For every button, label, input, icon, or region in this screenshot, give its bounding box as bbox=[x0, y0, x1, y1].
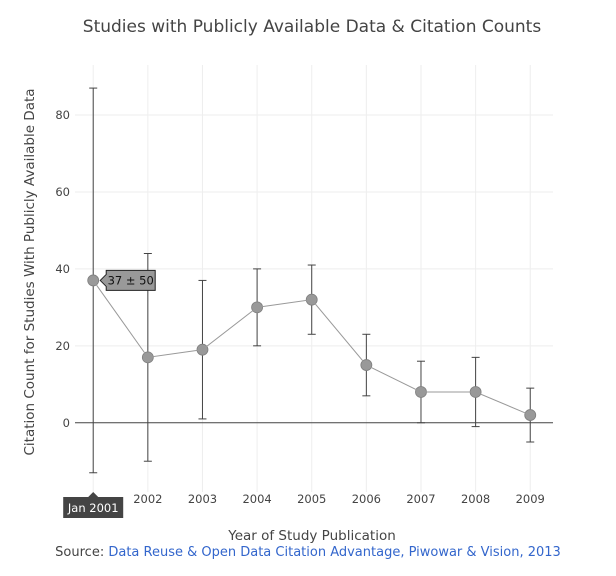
source-note: Source: Data Reuse & Open Data Citation … bbox=[0, 545, 616, 560]
x-tick-labels: 2002 2003 2004 2005 2006 2007 2008 2009 bbox=[133, 492, 545, 506]
hover-value-box bbox=[99, 269, 156, 291]
source-link[interactable]: Data Reuse & Open Data Citation Advantag… bbox=[108, 545, 561, 560]
x-tick-label: 2003 bbox=[188, 492, 217, 506]
series-line bbox=[92, 280, 531, 416]
y-tick-label: 40 bbox=[55, 262, 70, 276]
hover-x-box bbox=[63, 492, 124, 518]
y-tick-label: 0 bbox=[63, 416, 70, 430]
x-tick-label: 2002 bbox=[133, 492, 162, 506]
y-tick-label: 60 bbox=[55, 185, 70, 199]
hover-value-label: 37 ± 50 bbox=[99, 269, 156, 291]
y-axis-title: Citation Count for Studies With Publicly… bbox=[22, 88, 38, 455]
hover-annotations: 37 ± 50 Jan 2001 bbox=[63, 269, 156, 518]
x-tick-label: 2008 bbox=[461, 492, 490, 506]
x-tick-label: 2009 bbox=[516, 492, 545, 506]
x-tick-label: 2005 bbox=[297, 492, 326, 506]
hover-x-label: Jan 2001 bbox=[63, 492, 124, 518]
hover-x-text: Jan 2001 bbox=[67, 501, 119, 515]
source-prefix: Source: bbox=[55, 545, 109, 560]
hover-value-text: 37 ± 50 bbox=[108, 273, 154, 287]
x-tick-label: 2004 bbox=[242, 492, 271, 506]
x-axis-title: Year of Study Publication bbox=[227, 528, 396, 544]
x-tick-label: 2006 bbox=[352, 492, 381, 506]
y-tick-label: 20 bbox=[55, 339, 70, 353]
y-tick-label: 80 bbox=[55, 108, 70, 122]
y-tick-labels: 0 20 40 60 80 bbox=[55, 108, 70, 430]
x-tick-label: 2007 bbox=[406, 492, 435, 506]
chart-title: Studies with Publicly Available Data & C… bbox=[83, 17, 542, 37]
chart: 2002 2003 2004 2005 2006 2007 2008 2009 0 20 40 60… bbox=[22, 17, 553, 544]
